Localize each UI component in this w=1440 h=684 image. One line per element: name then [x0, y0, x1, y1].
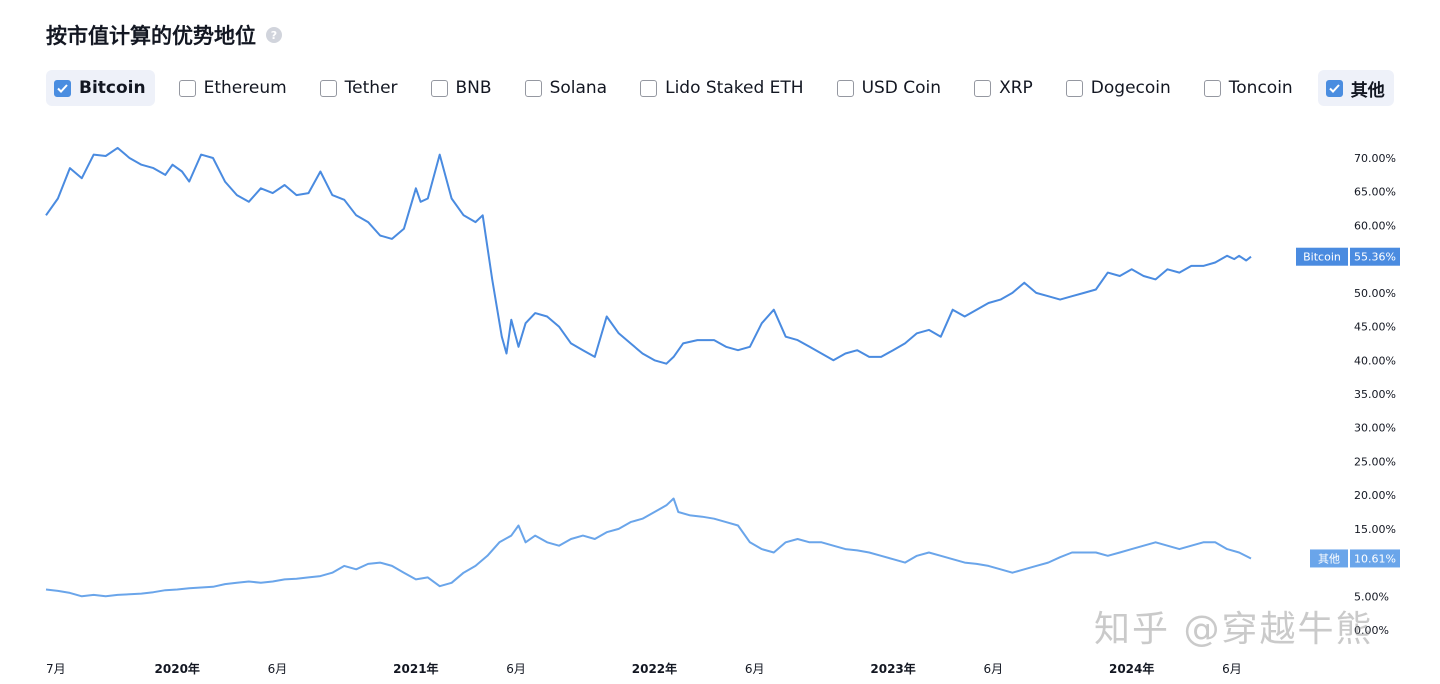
x-tick-label: 2021年 [393, 661, 438, 676]
title-row: 按市值计算的优势地位 ? [46, 20, 282, 50]
legend-label: Solana [549, 78, 608, 98]
watermark: 知乎 @穿越牛熊 [1094, 609, 1374, 650]
x-tick-label: 7月 [46, 662, 66, 676]
legend-item-toncoin[interactable]: Toncoin [1196, 70, 1302, 106]
y-tick-label: 50.00% [1354, 287, 1396, 300]
y-tick-label: 20.00% [1354, 489, 1396, 502]
legend-label: 其他 [1350, 80, 1385, 101]
y-tick-label: 25.00% [1354, 455, 1396, 468]
y-tick-label: 40.00% [1354, 354, 1396, 367]
help-icon[interactable]: ? [266, 27, 282, 43]
legend-item-lido-staked-eth[interactable]: Lido Staked ETH [632, 70, 812, 106]
series-value-tag-label: 10.61% [1354, 552, 1396, 565]
x-tick-label: 2020年 [155, 661, 200, 676]
legend-label: Ethereum [203, 78, 287, 98]
legend: Bitcoin Ethereum Tether BNB Solana Lido … [46, 70, 1410, 106]
series-value-tag [1350, 549, 1400, 568]
y-tick-label: 60.00% [1354, 219, 1396, 232]
checkbox-icon[interactable] [430, 79, 448, 97]
x-tick-label: 6月 [745, 662, 765, 676]
series-name-tag [1296, 247, 1348, 266]
legend-item-solana[interactable]: Solana [517, 70, 617, 106]
y-tick-label: 65.00% [1354, 186, 1396, 199]
checkbox-icon[interactable] [178, 79, 196, 97]
series-name-tag-label: Bitcoin [1303, 251, 1341, 264]
x-tick-label: 6月 [268, 662, 288, 676]
legend-item-tether[interactable]: Tether [312, 70, 407, 106]
y-tick-label: 15.00% [1354, 523, 1396, 536]
y-tick-label: 30.00% [1354, 422, 1396, 435]
legend-item-dogecoin[interactable]: Dogecoin [1058, 70, 1180, 106]
legend-label: XRP [999, 78, 1033, 98]
y-tick-label: 5.00% [1354, 590, 1389, 603]
x-tick-label: 6月 [1222, 662, 1242, 676]
x-tick-label: 2022年 [632, 661, 677, 676]
legend-item-ethereum[interactable]: Ethereum [171, 70, 296, 106]
checkbox-icon[interactable] [54, 79, 71, 97]
series-name-tag-label: 其他 [1318, 552, 1340, 565]
page-title: 按市值计算的优势地位 [46, 24, 256, 48]
x-tick-label: 2024年 [1109, 661, 1154, 676]
checkbox-icon[interactable] [319, 79, 337, 97]
checkbox-icon[interactable] [1065, 79, 1083, 97]
y-tick-label: 70.00% [1354, 152, 1396, 165]
checkbox-icon[interactable] [640, 79, 658, 97]
checkbox-icon[interactable] [836, 79, 854, 97]
legend-label: Dogecoin [1090, 78, 1171, 98]
series-line-others [45, 497, 1252, 598]
checkbox-icon[interactable] [1325, 79, 1343, 97]
legend-label: Toncoin [1228, 78, 1293, 98]
y-tick-label: 0.00% [1354, 624, 1389, 637]
legend-label: Tether [344, 78, 398, 98]
legend-label: Lido Staked ETH [665, 78, 804, 98]
dominance-chart[interactable]: 70.00%65.00%60.00%55.00%50.00%45.00%40.0… [0, 120, 1440, 684]
legend-label: BNB [455, 78, 492, 98]
legend-item-bnb[interactable]: BNB [423, 70, 501, 106]
legend-label: USD Coin [861, 78, 942, 98]
y-tick-label: 35.00% [1354, 388, 1396, 401]
y-tick-label: 45.00% [1354, 321, 1396, 334]
x-tick-label: 2023年 [870, 661, 915, 676]
series-line-bitcoin [45, 146, 1252, 365]
series-value-tag [1350, 247, 1400, 266]
legend-label: Bitcoin [79, 78, 146, 98]
checkbox-icon[interactable] [974, 79, 992, 97]
legend-item-bitcoin[interactable]: Bitcoin [46, 70, 155, 106]
series-value-tag-label: 55.36% [1354, 251, 1396, 264]
legend-item-xrp[interactable]: XRP [966, 70, 1042, 106]
legend-item-others[interactable]: 其他 [1317, 70, 1394, 106]
checkbox-icon[interactable] [1203, 79, 1221, 97]
x-tick-label: 6月 [506, 662, 526, 676]
checkbox-icon[interactable] [524, 79, 542, 97]
legend-item-usd-coin[interactable]: USD Coin [829, 70, 951, 106]
series-name-tag [1310, 549, 1348, 568]
x-tick-label: 6月 [983, 662, 1003, 676]
